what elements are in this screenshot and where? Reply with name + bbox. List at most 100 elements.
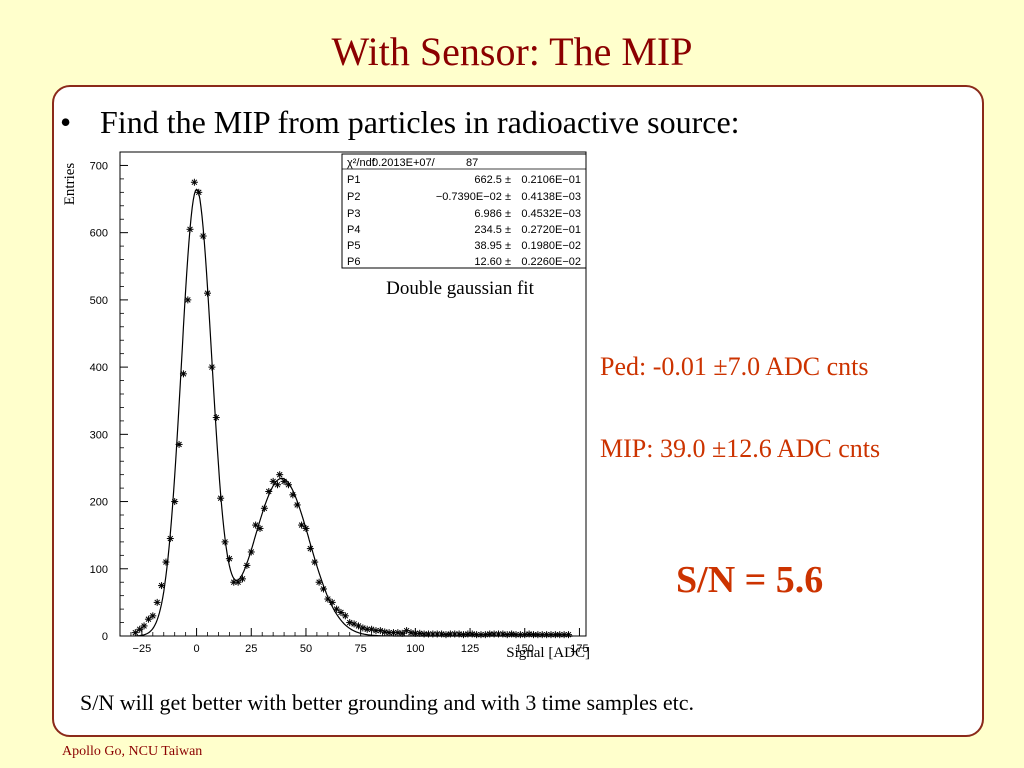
y-tick-label: 0 xyxy=(102,631,108,643)
data-point-stroke xyxy=(478,631,484,638)
data-point xyxy=(265,487,273,495)
data-point-stroke xyxy=(257,525,263,532)
grounding-note: S/N will get better with better groundin… xyxy=(80,690,695,715)
slide-title: With Sensor: The MIP xyxy=(331,29,693,74)
data-point xyxy=(455,630,463,638)
data-point-stroke xyxy=(303,525,309,532)
data-point-stroke xyxy=(191,179,198,186)
data-point-stroke xyxy=(217,495,224,501)
data-point-stroke xyxy=(386,629,392,636)
data-point-stroke xyxy=(298,522,305,528)
footer-credit: Apollo Go, NCU Taiwan xyxy=(62,744,203,759)
data-point xyxy=(225,555,233,563)
x-tick-label: 25 xyxy=(245,643,257,655)
data-point xyxy=(525,630,533,638)
fit-param-error: 0.4138E−03 xyxy=(521,191,581,203)
fit-header-ndf: 87 xyxy=(466,157,478,169)
x-tick-label: 125 xyxy=(461,643,479,655)
data-point xyxy=(333,605,341,613)
data-point xyxy=(473,631,481,639)
data-point-stroke xyxy=(408,629,414,636)
data-point-stroke xyxy=(294,502,301,508)
data-point-stroke xyxy=(261,505,268,512)
data-point-stroke xyxy=(377,627,384,634)
data-point-stroke xyxy=(285,481,292,488)
data-point-stroke xyxy=(235,579,241,586)
data-point-stroke xyxy=(460,631,467,638)
fit-param-error: 0.2260E−02 xyxy=(521,256,581,268)
pedestal-result: Ped: -0.01 ±7.0 ADC cnts xyxy=(600,352,869,381)
data-point xyxy=(442,631,450,639)
data-point-stroke xyxy=(399,630,406,637)
data-point-stroke xyxy=(535,631,541,638)
fit-param-value: −0.7390E−02 ± xyxy=(436,191,511,203)
data-point-stroke xyxy=(526,631,532,637)
data-point-stroke xyxy=(395,629,401,636)
data-point-stroke xyxy=(154,599,160,606)
data-point-stroke xyxy=(167,535,174,542)
data-point xyxy=(438,630,446,638)
bullet-icon: • xyxy=(60,104,72,140)
data-point-stroke xyxy=(213,414,220,421)
fit-param-error: 0.2106E−01 xyxy=(521,174,581,186)
data-point xyxy=(252,521,260,529)
data-point-stroke xyxy=(390,629,397,636)
fit-param-name: P6 xyxy=(347,256,360,268)
y-axis-label: Entries xyxy=(62,163,78,206)
data-point-stroke xyxy=(368,626,375,633)
data-point-stroke xyxy=(158,582,165,589)
data-point-stroke xyxy=(364,626,371,633)
fit-param-name: P4 xyxy=(347,224,360,236)
data-point xyxy=(315,578,323,586)
data-point xyxy=(529,631,537,639)
data-point xyxy=(551,631,559,639)
data-point-stroke xyxy=(495,631,502,637)
y-tick-label: 200 xyxy=(90,497,108,509)
data-point xyxy=(547,631,555,639)
data-point xyxy=(337,608,345,616)
data-point xyxy=(212,414,220,422)
data-points xyxy=(131,178,572,639)
data-point-stroke xyxy=(195,189,202,196)
data-point xyxy=(298,521,306,529)
data-point-stroke xyxy=(320,586,327,592)
fit-param-name: P2 xyxy=(347,191,360,203)
data-point xyxy=(302,524,310,532)
data-point-stroke xyxy=(434,631,441,637)
data-point-stroke xyxy=(209,364,215,370)
fit-param-error: 0.2720E−01 xyxy=(521,224,581,236)
data-point xyxy=(190,178,198,186)
data-point-stroke xyxy=(430,631,436,637)
x-tick-label: 50 xyxy=(300,643,312,655)
fit-param-name: P3 xyxy=(347,208,360,220)
data-point-stroke xyxy=(342,613,349,619)
data-point xyxy=(158,582,166,590)
fit-param-value: 6.986 ± xyxy=(474,208,511,220)
fit-header-label: χ²/ndf xyxy=(347,157,376,169)
data-point xyxy=(394,629,402,637)
data-point xyxy=(481,631,489,639)
data-point-stroke xyxy=(230,579,237,586)
y-tick-label: 400 xyxy=(90,362,108,374)
data-point-stroke xyxy=(163,559,169,565)
data-point xyxy=(208,363,216,371)
data-point-stroke xyxy=(451,631,458,637)
histogram-chart: 0 100 200 300 400 500 600 700 −25 0 25 50 75 100 125 1… xyxy=(62,151,590,661)
data-point-stroke xyxy=(276,471,283,478)
fit-header-value: 0.2013E+07/ xyxy=(372,157,436,169)
data-point xyxy=(411,629,419,637)
data-point-stroke xyxy=(447,631,454,637)
data-point-stroke xyxy=(176,441,182,448)
data-point xyxy=(166,535,174,543)
data-point xyxy=(429,630,437,638)
data-point-stroke xyxy=(226,555,233,562)
data-point-stroke xyxy=(473,631,480,638)
data-point-stroke xyxy=(185,297,191,303)
data-point-stroke xyxy=(561,631,567,638)
data-point-stroke xyxy=(265,488,272,495)
data-point-stroke xyxy=(141,623,147,629)
data-point-stroke xyxy=(530,631,537,638)
data-point-stroke xyxy=(403,627,410,634)
y-tick-label: 500 xyxy=(90,295,108,307)
data-point xyxy=(521,631,529,639)
